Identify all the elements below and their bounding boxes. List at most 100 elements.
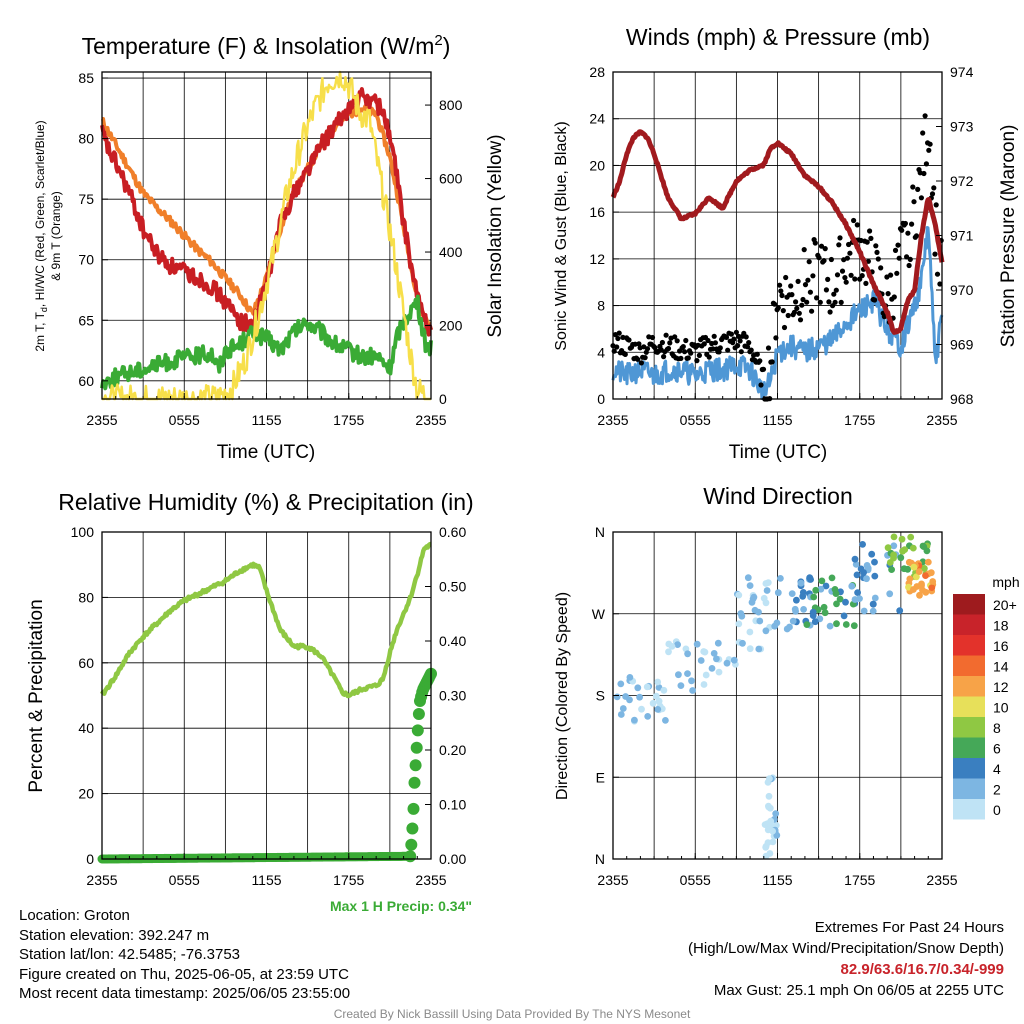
gust-point xyxy=(780,308,786,314)
direction-point xyxy=(910,563,918,571)
temperature-ylabel-left-2: & 9m T (Orange) xyxy=(49,191,63,281)
y-tick-label: 20 xyxy=(78,786,94,802)
y-tick-label: 80 xyxy=(78,589,94,605)
y-right-tick-label: 200 xyxy=(439,318,463,334)
temperature-xlabel: Time (UTC) xyxy=(217,442,316,463)
gust-point xyxy=(694,358,700,364)
gust-point xyxy=(915,186,921,192)
direction-point xyxy=(800,606,807,613)
gust-point xyxy=(923,161,930,167)
rh-line xyxy=(100,541,433,699)
pressure-maroon-line xyxy=(610,129,945,335)
sonic-wind-blue-line xyxy=(611,226,944,401)
y-tick-label: E xyxy=(596,769,605,785)
y-tick-label: 100 xyxy=(71,524,95,540)
speed-legend-swatch xyxy=(953,799,985,820)
gust-point xyxy=(875,256,881,262)
direction-point xyxy=(799,589,807,596)
gust-point xyxy=(867,228,873,234)
winds-panel: Winds (mph) & Pressure (mb) 2355 0555 1155… xyxy=(553,24,1019,463)
gust-point xyxy=(760,366,767,372)
direction-point xyxy=(655,697,663,705)
precip-point xyxy=(404,850,417,863)
station-info: Location: Groton Station elevation: 392.… xyxy=(19,906,350,1004)
direction-point xyxy=(864,564,872,572)
gust-point xyxy=(902,220,909,227)
gust-point xyxy=(712,340,719,346)
direction-point xyxy=(803,621,811,628)
direction-point xyxy=(769,827,776,835)
extremes-values: 82.9/63.6/16.7/0.34/-999 xyxy=(840,961,1004,978)
direction-point xyxy=(735,591,743,599)
speed-legend-swatch xyxy=(953,614,985,635)
speed-legend-label: 10 xyxy=(993,700,1009,716)
gust-point xyxy=(614,344,620,350)
direction-point xyxy=(715,668,723,676)
precip-point xyxy=(411,724,424,737)
gust-point xyxy=(806,259,812,265)
gust-point xyxy=(895,242,901,248)
gust-point xyxy=(832,299,838,305)
direction-point xyxy=(764,839,772,846)
y-right-tick-label: 971 xyxy=(950,228,974,244)
y-right-tick-label: 970 xyxy=(950,282,974,298)
gust-point xyxy=(894,270,900,276)
gust-point xyxy=(847,250,853,256)
x-tick-label: 1155 xyxy=(762,412,792,428)
direction-point xyxy=(649,699,657,707)
direction-point xyxy=(850,622,858,630)
y-right-tick-label: 0.60 xyxy=(439,524,466,540)
y-right-tick-label: 0.20 xyxy=(439,742,466,758)
direction-point xyxy=(828,574,836,582)
direction-point xyxy=(868,550,876,558)
direction-point xyxy=(701,648,709,656)
wind-direction-title: Wind Direction xyxy=(703,483,853,509)
direction-point xyxy=(710,650,718,657)
y-tick-label: 0 xyxy=(86,851,94,867)
gust-point xyxy=(716,349,722,355)
direction-point xyxy=(697,657,705,664)
gust-point xyxy=(878,265,884,271)
gust-point xyxy=(848,272,854,278)
direction-point xyxy=(767,817,775,825)
precip-point xyxy=(409,759,422,772)
direction-point xyxy=(631,716,638,724)
gust-point xyxy=(920,130,926,136)
direction-point xyxy=(806,574,814,582)
direction-point xyxy=(702,671,710,679)
gust-point xyxy=(635,356,641,362)
y-tick-label: W xyxy=(592,606,606,622)
direction-point xyxy=(826,622,834,630)
direction-point xyxy=(900,565,908,573)
direction-point xyxy=(833,600,840,608)
direction-point xyxy=(851,596,859,603)
direction-point xyxy=(713,655,720,663)
gust-point xyxy=(737,338,743,344)
gust-point xyxy=(663,332,669,338)
direction-point xyxy=(668,643,676,650)
gust-point xyxy=(885,291,891,297)
direction-point xyxy=(765,802,772,810)
gust-point xyxy=(863,280,869,286)
direction-point xyxy=(739,639,746,647)
direction-point xyxy=(842,598,849,606)
gust-point xyxy=(723,334,730,340)
gust-point xyxy=(642,355,648,361)
gust-point xyxy=(779,292,785,299)
y-right-tick-label: 974 xyxy=(950,64,974,80)
direction-point xyxy=(772,810,780,817)
direction-point xyxy=(811,618,819,626)
y-tick-label: 8 xyxy=(597,298,605,314)
direction-point xyxy=(890,542,898,550)
direction-point xyxy=(832,590,840,597)
speed-legend-label: 8 xyxy=(993,720,1001,736)
gust-point xyxy=(783,274,789,281)
direction-point xyxy=(765,792,773,800)
winds-xlabel: Time (UTC) xyxy=(729,442,828,463)
gust-point xyxy=(649,334,656,341)
figure-created: Figure created on Thu, 2025-06-05, at 23… xyxy=(19,965,349,983)
gust-point xyxy=(696,352,703,358)
gust-point xyxy=(791,309,798,315)
direction-point xyxy=(723,659,731,667)
gust-point xyxy=(748,347,754,353)
